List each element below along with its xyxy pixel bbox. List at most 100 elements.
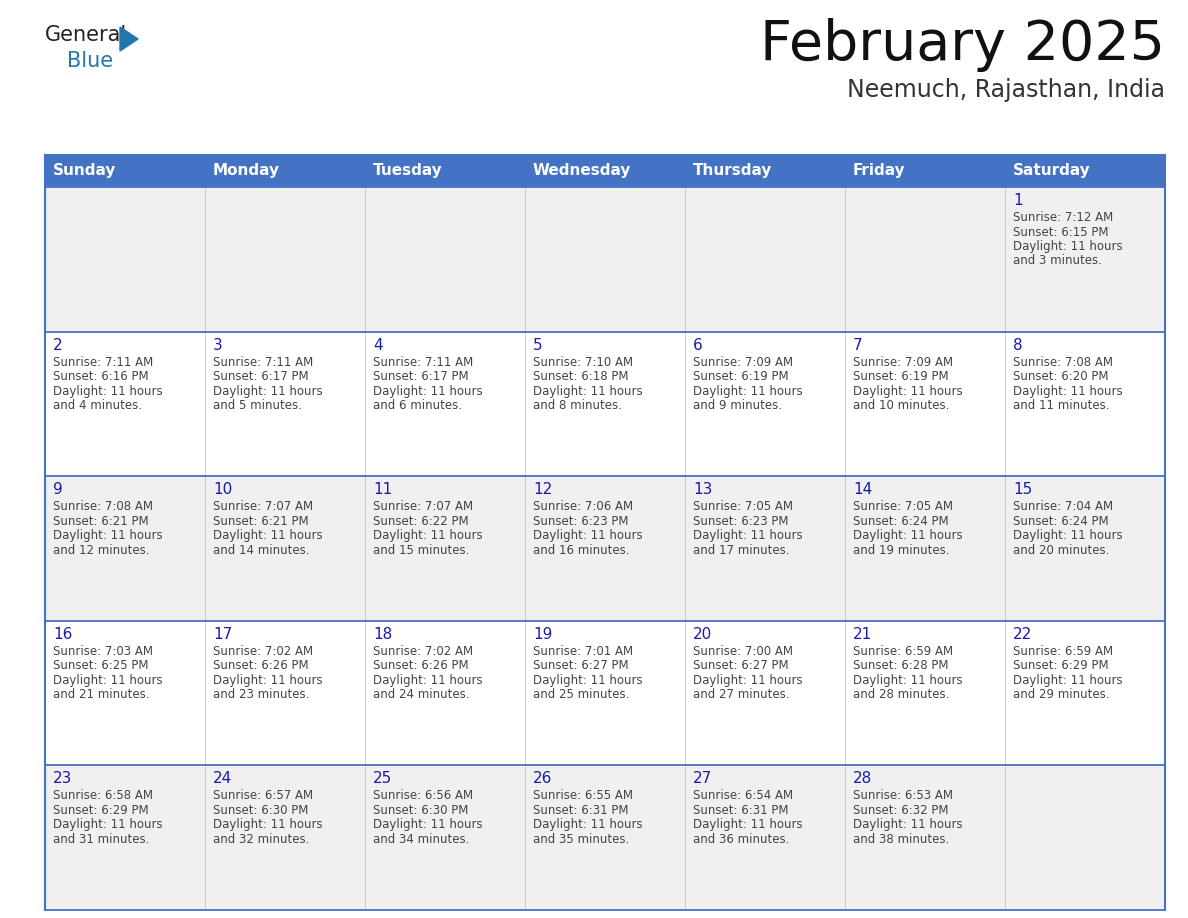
Text: Daylight: 11 hours: Daylight: 11 hours <box>1013 240 1123 253</box>
Text: Daylight: 11 hours: Daylight: 11 hours <box>693 674 803 687</box>
Text: and 21 minutes.: and 21 minutes. <box>53 688 150 701</box>
Text: and 31 minutes.: and 31 minutes. <box>53 833 150 845</box>
Text: Sunset: 6:17 PM: Sunset: 6:17 PM <box>373 370 468 383</box>
Text: and 11 minutes.: and 11 minutes. <box>1013 399 1110 412</box>
Text: Thursday: Thursday <box>693 163 772 178</box>
Text: Sunrise: 7:11 AM: Sunrise: 7:11 AM <box>213 355 314 369</box>
Text: Sunset: 6:29 PM: Sunset: 6:29 PM <box>53 804 148 817</box>
Text: Sunset: 6:21 PM: Sunset: 6:21 PM <box>53 515 148 528</box>
Text: Sunrise: 7:07 AM: Sunrise: 7:07 AM <box>213 500 314 513</box>
Bar <box>45 476 1165 621</box>
Text: Sunrise: 6:59 AM: Sunrise: 6:59 AM <box>1013 644 1113 658</box>
Text: Friday: Friday <box>853 163 905 178</box>
Text: Sunset: 6:19 PM: Sunset: 6:19 PM <box>853 370 949 383</box>
Text: 6: 6 <box>693 338 703 353</box>
Text: 5: 5 <box>533 338 543 353</box>
Text: 26: 26 <box>533 771 552 787</box>
Text: Daylight: 11 hours: Daylight: 11 hours <box>53 529 163 543</box>
Text: and 17 minutes.: and 17 minutes. <box>693 543 790 556</box>
Text: Daylight: 11 hours: Daylight: 11 hours <box>853 819 962 832</box>
Text: Sunrise: 7:05 AM: Sunrise: 7:05 AM <box>853 500 953 513</box>
Text: Daylight: 11 hours: Daylight: 11 hours <box>373 674 482 687</box>
Text: and 10 minutes.: and 10 minutes. <box>853 399 949 412</box>
Text: Sunrise: 7:06 AM: Sunrise: 7:06 AM <box>533 500 633 513</box>
Text: 21: 21 <box>853 627 872 642</box>
Text: and 27 minutes.: and 27 minutes. <box>693 688 790 701</box>
Text: and 3 minutes.: and 3 minutes. <box>1013 254 1102 267</box>
Polygon shape <box>120 27 138 51</box>
Text: 4: 4 <box>373 338 383 353</box>
Text: and 36 minutes.: and 36 minutes. <box>693 833 789 845</box>
Text: Sunset: 6:17 PM: Sunset: 6:17 PM <box>213 370 309 383</box>
Text: Daylight: 11 hours: Daylight: 11 hours <box>533 529 643 543</box>
Text: Daylight: 11 hours: Daylight: 11 hours <box>853 385 962 397</box>
Text: Sunrise: 6:58 AM: Sunrise: 6:58 AM <box>53 789 153 802</box>
Text: 1: 1 <box>1013 193 1023 208</box>
Text: and 12 minutes.: and 12 minutes. <box>53 543 150 556</box>
Text: Sunset: 6:25 PM: Sunset: 6:25 PM <box>53 659 148 672</box>
Text: 8: 8 <box>1013 338 1023 353</box>
Text: and 16 minutes.: and 16 minutes. <box>533 543 630 556</box>
Text: Sunset: 6:23 PM: Sunset: 6:23 PM <box>693 515 789 528</box>
Text: Sunrise: 7:09 AM: Sunrise: 7:09 AM <box>853 355 953 369</box>
Text: and 34 minutes.: and 34 minutes. <box>373 833 469 845</box>
Text: and 35 minutes.: and 35 minutes. <box>533 833 630 845</box>
Text: Daylight: 11 hours: Daylight: 11 hours <box>213 819 323 832</box>
Bar <box>1005 155 1165 187</box>
Text: and 20 minutes.: and 20 minutes. <box>1013 543 1110 556</box>
Text: Daylight: 11 hours: Daylight: 11 hours <box>1013 674 1123 687</box>
Text: and 15 minutes.: and 15 minutes. <box>373 543 469 556</box>
Text: 15: 15 <box>1013 482 1032 498</box>
Text: Sunrise: 7:01 AM: Sunrise: 7:01 AM <box>533 644 633 658</box>
Text: Sunday: Sunday <box>53 163 116 178</box>
Text: Daylight: 11 hours: Daylight: 11 hours <box>693 385 803 397</box>
Text: Sunset: 6:23 PM: Sunset: 6:23 PM <box>533 515 628 528</box>
Text: Daylight: 11 hours: Daylight: 11 hours <box>373 819 482 832</box>
Text: Sunrise: 6:53 AM: Sunrise: 6:53 AM <box>853 789 953 802</box>
Text: Sunset: 6:31 PM: Sunset: 6:31 PM <box>533 804 628 817</box>
Text: and 25 minutes.: and 25 minutes. <box>533 688 630 701</box>
Text: and 29 minutes.: and 29 minutes. <box>1013 688 1110 701</box>
Text: Sunset: 6:27 PM: Sunset: 6:27 PM <box>533 659 628 672</box>
Text: Daylight: 11 hours: Daylight: 11 hours <box>693 529 803 543</box>
Text: General: General <box>45 25 127 45</box>
Bar <box>45 621 1165 766</box>
Text: Sunrise: 7:10 AM: Sunrise: 7:10 AM <box>533 355 633 369</box>
Text: Sunset: 6:26 PM: Sunset: 6:26 PM <box>213 659 309 672</box>
Text: 11: 11 <box>373 482 392 498</box>
Text: Sunrise: 6:56 AM: Sunrise: 6:56 AM <box>373 789 473 802</box>
Text: 14: 14 <box>853 482 872 498</box>
Text: Sunset: 6:31 PM: Sunset: 6:31 PM <box>693 804 789 817</box>
Text: 2: 2 <box>53 338 63 353</box>
Text: Daylight: 11 hours: Daylight: 11 hours <box>213 674 323 687</box>
Text: 7: 7 <box>853 338 862 353</box>
Text: and 14 minutes.: and 14 minutes. <box>213 543 310 556</box>
Text: Daylight: 11 hours: Daylight: 11 hours <box>373 529 482 543</box>
Text: Sunset: 6:15 PM: Sunset: 6:15 PM <box>1013 226 1108 239</box>
Text: Sunset: 6:29 PM: Sunset: 6:29 PM <box>1013 659 1108 672</box>
Text: Daylight: 11 hours: Daylight: 11 hours <box>533 385 643 397</box>
Text: Sunset: 6:30 PM: Sunset: 6:30 PM <box>213 804 309 817</box>
Bar <box>845 155 1005 187</box>
Text: 20: 20 <box>693 627 713 642</box>
Text: 10: 10 <box>213 482 232 498</box>
Text: Daylight: 11 hours: Daylight: 11 hours <box>213 529 323 543</box>
Bar <box>525 155 685 187</box>
Text: Daylight: 11 hours: Daylight: 11 hours <box>693 819 803 832</box>
Text: Daylight: 11 hours: Daylight: 11 hours <box>373 385 482 397</box>
Text: Sunset: 6:28 PM: Sunset: 6:28 PM <box>853 659 948 672</box>
Text: 13: 13 <box>693 482 713 498</box>
Text: Daylight: 11 hours: Daylight: 11 hours <box>1013 385 1123 397</box>
Bar <box>365 155 525 187</box>
Text: 12: 12 <box>533 482 552 498</box>
Text: Daylight: 11 hours: Daylight: 11 hours <box>1013 529 1123 543</box>
Text: Sunset: 6:22 PM: Sunset: 6:22 PM <box>373 515 468 528</box>
Text: and 9 minutes.: and 9 minutes. <box>693 399 782 412</box>
Text: Monday: Monday <box>213 163 280 178</box>
Text: Daylight: 11 hours: Daylight: 11 hours <box>853 674 962 687</box>
Text: Sunset: 6:24 PM: Sunset: 6:24 PM <box>853 515 949 528</box>
Text: Daylight: 11 hours: Daylight: 11 hours <box>213 385 323 397</box>
Text: Neemuch, Rajasthan, India: Neemuch, Rajasthan, India <box>847 78 1165 102</box>
Bar <box>45 766 1165 910</box>
Text: 22: 22 <box>1013 627 1032 642</box>
